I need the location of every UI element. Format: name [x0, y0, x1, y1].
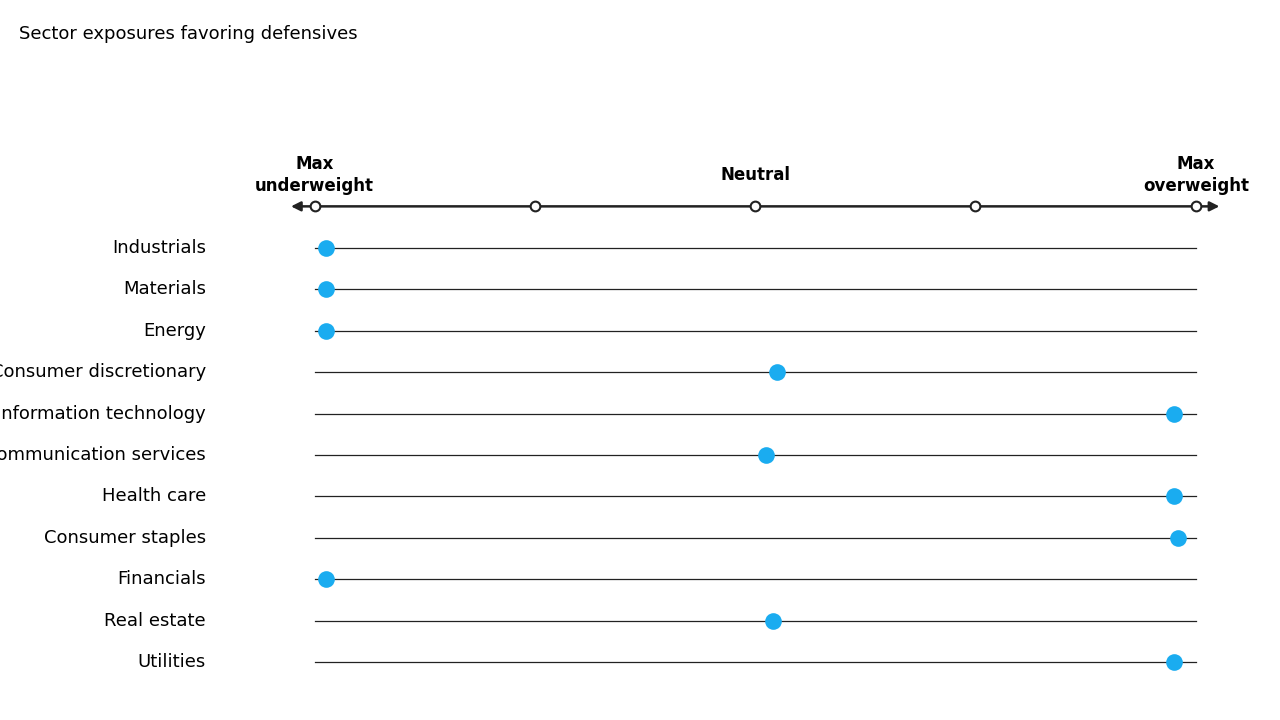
Text: Communication services: Communication services	[0, 446, 206, 464]
Text: Max: Max	[296, 156, 334, 174]
Text: Utilities: Utilities	[137, 653, 206, 671]
Text: Information technology: Information technology	[0, 405, 206, 423]
Text: Materials: Materials	[123, 280, 206, 298]
Text: Industrials: Industrials	[111, 239, 206, 257]
Text: Consumer discretionary: Consumer discretionary	[0, 363, 206, 381]
Text: underweight: underweight	[255, 177, 374, 195]
Text: overweight: overweight	[1143, 177, 1249, 195]
Text: Max: Max	[1176, 156, 1215, 174]
Text: Health care: Health care	[101, 487, 206, 505]
Text: Consumer staples: Consumer staples	[44, 529, 206, 547]
Text: Neutral: Neutral	[721, 166, 790, 184]
Text: Sector exposures favoring defensives: Sector exposures favoring defensives	[19, 25, 358, 43]
Text: Energy: Energy	[143, 322, 206, 340]
Text: Financials: Financials	[118, 570, 206, 588]
Text: Real estate: Real estate	[104, 612, 206, 630]
